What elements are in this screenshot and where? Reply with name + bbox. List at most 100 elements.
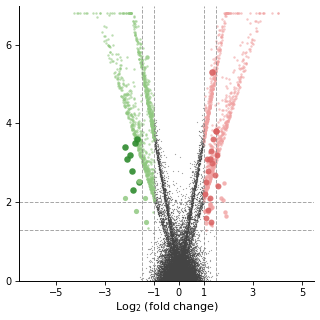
Point: [158, 209, 163, 214]
Point: [168, 262, 173, 268]
Point: [188, 264, 193, 269]
Point: [167, 239, 172, 244]
Point: [182, 264, 188, 269]
Point: [195, 204, 200, 209]
Point: [166, 268, 171, 274]
Point: [164, 274, 169, 279]
Point: [162, 272, 167, 277]
Point: [171, 240, 176, 245]
Point: [172, 269, 177, 275]
Point: [204, 159, 210, 164]
Point: [167, 270, 172, 275]
Point: [196, 213, 201, 218]
Point: [179, 265, 184, 270]
Point: [170, 229, 175, 234]
Point: [127, 88, 132, 93]
Point: [177, 251, 182, 256]
Point: [163, 249, 168, 254]
Point: [206, 197, 211, 202]
Point: [170, 251, 175, 256]
Point: [179, 262, 184, 267]
Point: [195, 252, 200, 257]
Point: [158, 216, 163, 221]
Point: [180, 252, 186, 257]
Point: [168, 269, 173, 274]
Point: [211, 65, 216, 70]
Point: [185, 276, 190, 281]
Point: [187, 265, 192, 270]
Point: [177, 277, 182, 282]
Point: [164, 277, 169, 283]
Point: [163, 272, 168, 277]
Point: [180, 201, 186, 206]
Point: [192, 178, 197, 183]
Point: [160, 261, 165, 267]
Point: [190, 202, 195, 207]
Point: [173, 263, 178, 268]
Point: [197, 211, 202, 216]
Point: [160, 183, 165, 188]
Point: [176, 269, 181, 274]
Point: [140, 61, 146, 66]
Point: [212, 161, 218, 166]
Point: [179, 243, 184, 248]
Point: [202, 131, 207, 136]
Point: [103, 41, 108, 46]
Point: [167, 217, 172, 222]
Point: [125, 106, 131, 111]
Point: [192, 276, 197, 282]
Point: [162, 276, 167, 281]
Point: [219, 40, 224, 45]
Point: [168, 273, 173, 278]
Point: [163, 231, 168, 236]
Point: [196, 161, 202, 166]
Point: [187, 270, 192, 276]
Point: [173, 244, 179, 249]
Point: [180, 255, 185, 260]
Point: [183, 271, 188, 276]
Point: [205, 114, 210, 119]
Point: [174, 263, 179, 268]
Point: [178, 271, 183, 276]
Point: [175, 262, 180, 267]
Point: [178, 225, 183, 230]
Point: [175, 268, 180, 274]
Point: [183, 233, 188, 238]
Point: [199, 260, 204, 265]
Point: [192, 265, 197, 270]
Point: [168, 268, 173, 273]
Point: [164, 230, 170, 236]
Point: [158, 268, 163, 274]
Point: [178, 274, 183, 279]
Point: [172, 259, 177, 264]
Point: [154, 195, 159, 200]
Point: [158, 175, 163, 180]
Point: [187, 212, 192, 218]
Point: [167, 230, 172, 235]
Point: [178, 267, 183, 272]
Point: [139, 59, 144, 64]
Point: [156, 276, 161, 281]
Point: [171, 270, 176, 276]
Point: [190, 201, 195, 206]
Point: [189, 274, 194, 279]
Point: [200, 180, 205, 185]
Point: [200, 137, 205, 142]
Point: [185, 267, 190, 272]
Point: [172, 262, 178, 267]
Point: [182, 235, 187, 240]
Point: [171, 270, 176, 275]
Point: [159, 260, 164, 265]
Point: [150, 192, 155, 197]
Point: [200, 147, 205, 152]
Point: [172, 221, 177, 226]
Point: [183, 233, 188, 238]
Point: [212, 163, 217, 168]
Point: [181, 263, 186, 268]
Point: [183, 275, 188, 280]
Point: [169, 266, 174, 271]
Point: [185, 236, 190, 241]
Point: [191, 230, 196, 236]
Point: [172, 242, 177, 247]
Point: [159, 275, 164, 280]
